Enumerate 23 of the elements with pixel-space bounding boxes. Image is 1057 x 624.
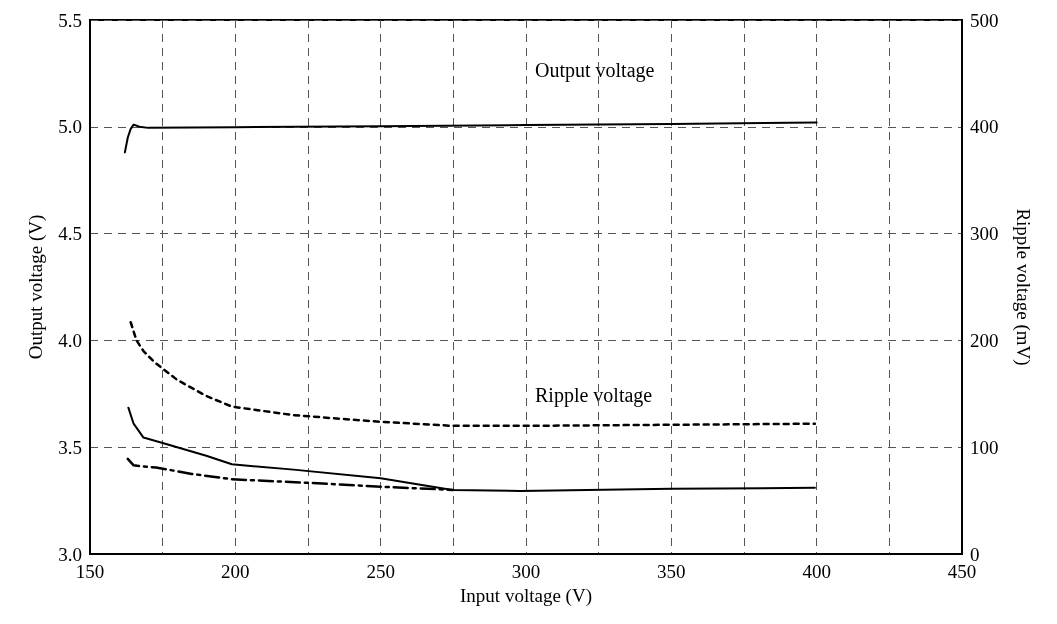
y2-tick-label: 200 — [970, 329, 999, 351]
line-series — [129, 320, 817, 428]
y-tick-label: 4.5 — [58, 223, 82, 245]
y-axis-title: Output voltage (V) — [25, 214, 47, 360]
y-tick-label: 5.0 — [58, 116, 82, 138]
y2-tick-label: 300 — [970, 223, 999, 245]
x-axis-title: Input voltage (V) — [460, 584, 592, 607]
y2-axis-title: Ripple voltage (mV) — [1012, 208, 1034, 366]
annotation: Ripple voltage — [535, 384, 653, 407]
x-tick-label: 350 — [657, 561, 686, 582]
y-tick-label: 5.5 — [58, 9, 82, 31]
y2-tick-label: 100 — [970, 436, 999, 458]
y-tick-label: 4.0 — [58, 329, 82, 351]
line-series — [123, 121, 818, 154]
x-tick-label: 400 — [802, 561, 831, 582]
y2-tick-label: 400 — [970, 116, 999, 138]
y-tick-label: 3.5 — [58, 436, 82, 458]
x-tick-label: 250 — [366, 561, 395, 582]
y2-tick-label: 500 — [970, 9, 999, 31]
x-tick-label: 300 — [511, 561, 541, 582]
line-series — [127, 406, 816, 492]
x-tick-label: 200 — [221, 561, 250, 582]
annotation: Output voltage — [535, 59, 655, 82]
